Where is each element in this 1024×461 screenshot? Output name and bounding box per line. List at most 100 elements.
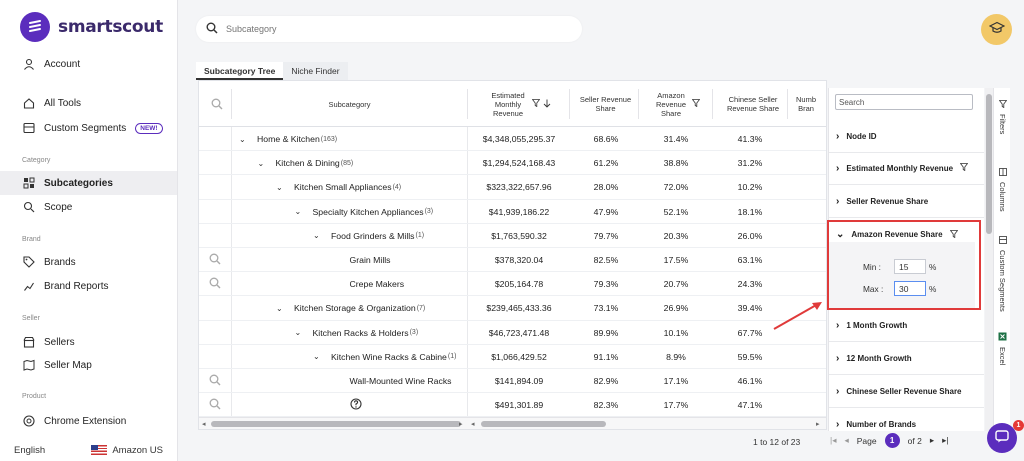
header-chinese-share[interactable]: Chinese Seller Revenue Share bbox=[726, 95, 780, 113]
filter-item[interactable]: › Node ID bbox=[829, 120, 984, 153]
chevron-down-icon[interactable]: ⌄ bbox=[276, 182, 283, 192]
subcategory-count: (1) bbox=[447, 353, 457, 361]
header-num-brands[interactable]: Numb Bran bbox=[795, 95, 816, 113]
marketplace-selector[interactable]: Amazon US bbox=[91, 445, 163, 456]
horizontal-scrollbar[interactable]: ◂ ▸ ◂ ▸ bbox=[199, 417, 826, 429]
help-icon[interactable] bbox=[349, 398, 362, 412]
header-seller-share[interactable]: Seller Revenue Share bbox=[579, 95, 632, 113]
cell-subcategory[interactable]: ⌄ Kitchen Wine Racks & Cabine (1) bbox=[313, 345, 465, 369]
cell-subcategory[interactable]: ⌄ Specialty Kitchen Appliances (3) bbox=[295, 200, 466, 224]
nav-subcategories[interactable]: Subcategories bbox=[0, 171, 177, 195]
filter-item[interactable]: › 12 Month Growth bbox=[829, 342, 984, 375]
scroll-right-icon[interactable]: ▸ bbox=[816, 421, 820, 428]
nav-sellers[interactable]: Sellers bbox=[22, 333, 75, 351]
next-page-icon[interactable]: ▸ bbox=[929, 435, 935, 445]
cell-subcategory[interactable]: ⌄ Kitchen & Dining (85) bbox=[258, 151, 466, 175]
tab-niche-finder[interactable]: Niche Finder bbox=[283, 62, 348, 80]
table-row[interactable]: ⌄ Home & Kitchen (163) $4,348,055,295.37 68.… bbox=[199, 127, 826, 152]
cell-subcategory[interactable]: ⌄ Home & Kitchen (163) bbox=[239, 127, 465, 151]
cell-subcategory[interactable]: ⌄ Kitchen Racks & Holders (3) bbox=[295, 321, 466, 345]
scroll-left-icon[interactable]: ◂ bbox=[471, 421, 475, 428]
nav-brand-reports[interactable]: Brand Reports bbox=[22, 277, 108, 295]
cell-amazon-share: 38.8% bbox=[663, 158, 689, 169]
nav-seller-map[interactable]: Seller Map bbox=[22, 356, 92, 374]
filter-item[interactable]: › Chinese Seller Revenue Share bbox=[829, 375, 984, 408]
nav-scope[interactable]: Scope bbox=[22, 198, 72, 216]
filter-item[interactable]: › Number of Brands bbox=[829, 408, 984, 431]
language-selector[interactable]: English bbox=[14, 444, 46, 456]
cell-subcategory[interactable]: ⌄ Food Grinders & Mills (1) bbox=[313, 224, 465, 248]
tab-subcategory-tree[interactable]: Subcategory Tree bbox=[196, 62, 284, 80]
table-row[interactable]: Crepe Makers $205,164.78 79.3% 20.7% 24.3% bbox=[199, 272, 826, 297]
chat-button[interactable] bbox=[987, 423, 1017, 453]
scroll-thumb-right[interactable] bbox=[481, 421, 606, 427]
filter-panel-scrollbar[interactable] bbox=[985, 88, 993, 431]
header-est-revenue[interactable]: Estimated Monthly Revenue bbox=[469, 81, 569, 127]
cell-revenue: $1,066,429.52 bbox=[491, 351, 547, 362]
filter-item-label: Estimated Monthly Revenue bbox=[846, 163, 954, 173]
filter-item[interactable]: ⌄ Amazon Revenue Share bbox=[829, 218, 984, 251]
table-row[interactable]: ⌄ Kitchen Storage & Organization (7) $239,4… bbox=[199, 296, 826, 321]
scroll-left-icon[interactable]: ◂ bbox=[202, 421, 206, 428]
filter-item[interactable]: › Estimated Monthly Revenue bbox=[829, 152, 984, 185]
nav-custom-segments[interactable]: Custom Segments NEW! bbox=[22, 119, 163, 137]
chat-badge: 1 bbox=[1013, 420, 1024, 431]
table-row[interactable]: $491,301.89 82.3% 17.7% 47.1% bbox=[199, 393, 826, 418]
table-row[interactable]: ⌄ Kitchen & Dining (85) $1,294,524,168.43 61… bbox=[199, 151, 826, 176]
cell-subcategory[interactable] bbox=[332, 393, 466, 417]
row-search-icon[interactable] bbox=[209, 253, 221, 268]
chevron-down-icon[interactable]: ⌄ bbox=[313, 352, 320, 362]
table-row[interactable]: ⌄ Specialty Kitchen Appliances (3) $41,939,… bbox=[199, 200, 826, 224]
last-page-icon[interactable]: ▸| bbox=[942, 435, 949, 445]
first-page-icon[interactable]: |◂ bbox=[830, 435, 837, 445]
cell-seller-share: 79.7% bbox=[593, 230, 619, 241]
table-row[interactable]: ⌄ Kitchen Wine Racks & Cabine (1) $1,066,42… bbox=[199, 345, 826, 369]
search-input[interactable] bbox=[226, 24, 566, 34]
filter-scroll-thumb[interactable] bbox=[986, 94, 992, 234]
cell-revenue: $46,723,471.48 bbox=[488, 327, 550, 338]
nav-brands[interactable]: Brands bbox=[22, 253, 76, 271]
table-row[interactable]: ⌄ Kitchen Small Appliances (4) $323,322,657… bbox=[199, 175, 826, 200]
filter-search-input[interactable]: Search bbox=[835, 94, 973, 110]
header-subcategory[interactable]: Subcategory bbox=[328, 99, 371, 109]
us-flag-icon bbox=[91, 444, 108, 455]
column-search-icon[interactable] bbox=[211, 98, 223, 113]
columns-tool[interactable]: Columns bbox=[994, 168, 1011, 212]
custom-segments-tool[interactable]: Custom Segments bbox=[994, 236, 1011, 312]
nav-all-tools[interactable]: All Tools bbox=[22, 94, 81, 112]
current-page[interactable]: 1 bbox=[884, 433, 900, 448]
user-avatar[interactable] bbox=[981, 14, 1012, 45]
chevron-down-icon[interactable]: ⌄ bbox=[239, 134, 246, 144]
chevron-down-icon[interactable]: ⌄ bbox=[257, 158, 265, 168]
filter-item[interactable]: › 1 Month Growth bbox=[829, 309, 984, 342]
header-amazon-share[interactable]: Amazon Revenue Share bbox=[645, 81, 707, 127]
cell-subcategory[interactable]: ⌄ Kitchen Small Appliances (4) bbox=[276, 175, 465, 199]
table-row[interactable]: Wall-Mounted Wine Racks $141,894.09 82.9% 1… bbox=[199, 369, 826, 394]
max-input[interactable]: 30 bbox=[894, 281, 926, 296]
cell-subcategory[interactable]: Crepe Makers bbox=[332, 272, 466, 296]
nav-chrome-extension[interactable]: Chrome Extension bbox=[22, 412, 126, 430]
cell-subcategory[interactable]: Grain Mills bbox=[332, 248, 466, 272]
min-input[interactable]: 15 bbox=[894, 259, 926, 274]
filters-tool[interactable]: Filters bbox=[994, 100, 1011, 134]
row-search-icon[interactable] bbox=[209, 277, 221, 292]
chevron-down-icon[interactable]: ⌄ bbox=[294, 328, 302, 338]
logo[interactable]: smartscout bbox=[20, 12, 163, 42]
table-row[interactable]: ⌄ Food Grinders & Mills (1) $1,763,590.32 79… bbox=[199, 224, 826, 248]
row-search-icon[interactable] bbox=[209, 398, 221, 413]
chevron-down-icon[interactable]: ⌄ bbox=[294, 207, 302, 217]
scroll-thumb-left[interactable] bbox=[211, 421, 461, 427]
prev-page-icon[interactable]: ◂ bbox=[844, 435, 849, 445]
filter-item[interactable]: › Seller Revenue Share bbox=[829, 185, 984, 218]
chevron-down-icon[interactable]: ⌄ bbox=[276, 303, 283, 313]
table-row[interactable]: ⌄ Kitchen Racks & Holders (3) $46,723,471.4… bbox=[199, 321, 826, 345]
cell-subcategory[interactable]: ⌄ Kitchen Storage & Organization (7) bbox=[276, 296, 465, 320]
table-row[interactable]: Grain Mills $378,320.04 82.5% 17.5% 63.1% bbox=[199, 248, 826, 273]
nav-account[interactable]: Account bbox=[22, 55, 80, 73]
scroll-right-icon[interactable]: ▸ bbox=[459, 421, 463, 428]
subcategory-search-bar[interactable] bbox=[196, 16, 582, 42]
excel-tool[interactable]: Excel bbox=[994, 332, 1011, 365]
cell-subcategory[interactable]: Wall-Mounted Wine Racks bbox=[332, 369, 466, 393]
chevron-down-icon[interactable]: ⌄ bbox=[313, 231, 320, 241]
row-search-icon[interactable] bbox=[209, 374, 221, 389]
